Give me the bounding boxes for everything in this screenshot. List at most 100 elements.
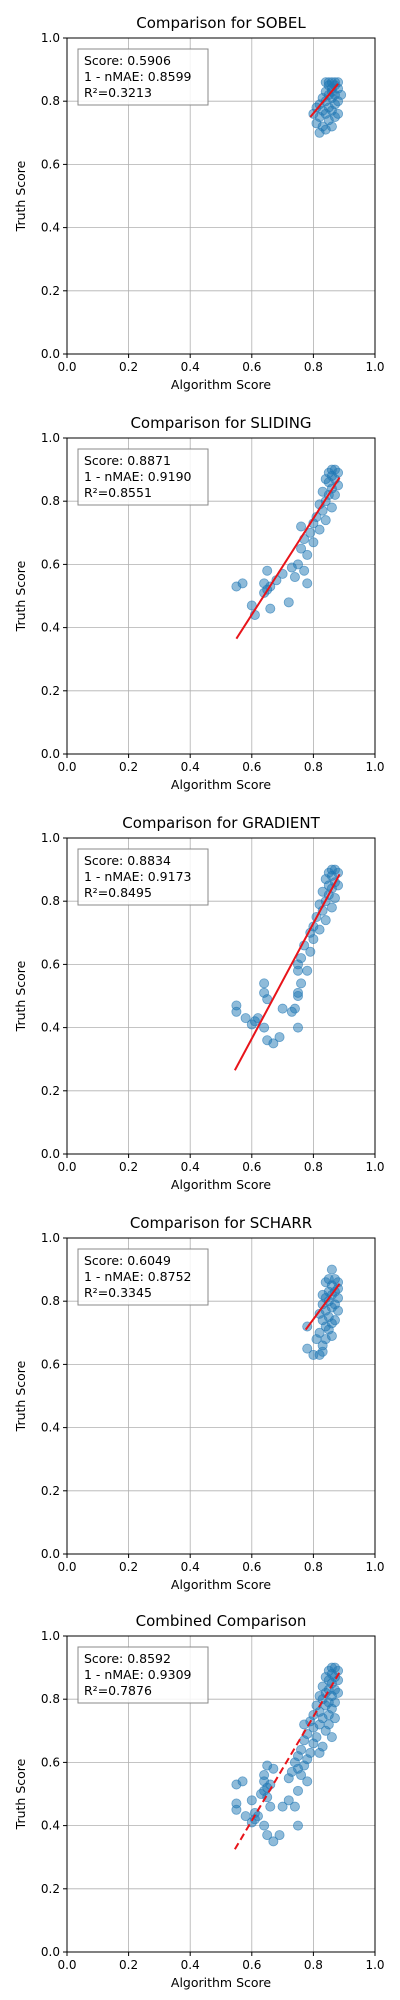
stats-box	[77, 448, 209, 506]
y-tick-label: 0.8	[41, 1692, 60, 1706]
data-point	[302, 965, 313, 976]
y-axis-label: Truth Score	[13, 1360, 28, 1432]
data-point	[329, 489, 340, 500]
y-tick-label: 1.0	[41, 1231, 60, 1245]
x-tick-label: 0.6	[242, 1160, 261, 1174]
y-tick-label: 0.0	[41, 1945, 60, 1959]
y-tick-label: 0.6	[41, 957, 60, 971]
x-tick-label: 0.6	[242, 360, 261, 374]
data-point	[305, 527, 316, 538]
data-point	[286, 562, 297, 573]
data-points	[231, 464, 344, 620]
data-point	[286, 1006, 297, 1017]
data-point	[277, 1003, 288, 1014]
x-tick-label: 0.2	[119, 760, 138, 774]
x-tick-label: 1.0	[365, 1958, 384, 1972]
data-point	[246, 1795, 257, 1806]
x-tick-label: 0.4	[181, 1958, 200, 1972]
x-tick-label: 0.2	[119, 1958, 138, 1972]
stats-line: R²=0.8551	[84, 485, 152, 500]
y-tick-label: 0.2	[41, 1882, 60, 1896]
y-tick-label: 0.8	[41, 1294, 60, 1308]
data-point	[326, 502, 337, 513]
x-tick-label: 0.8	[304, 760, 323, 774]
scatter-chart: 0.0 0.2 0.4 0.6 0.8 1.0 0.0 0.2 0.4 0.6 0.8 1.0 Comp…	[13, 814, 385, 1192]
x-tick-label: 1.0	[365, 1160, 384, 1174]
stats-line: 1 - nMAE: 0.8752	[84, 1269, 192, 1284]
x-tick-label: 0.4	[181, 360, 200, 374]
plot-frame	[66, 1237, 376, 1555]
stats-box	[77, 848, 209, 906]
data-point	[231, 1804, 242, 1815]
y-tick-label: 1.0	[41, 1629, 60, 1643]
x-tick-label: 1.0	[365, 360, 384, 374]
y-tick-label: 0.4	[41, 1021, 60, 1035]
data-point	[268, 1763, 279, 1774]
y-tick-label: 0.2	[41, 684, 60, 698]
data-point	[302, 1343, 313, 1354]
data-point	[283, 1795, 294, 1806]
y-tick-label: 0.4	[41, 621, 60, 635]
stats-line: Score: 0.6049	[84, 1253, 171, 1268]
data-point	[320, 515, 331, 526]
plot-frame	[66, 437, 376, 755]
fit-line	[233, 873, 341, 1071]
data-point	[299, 565, 310, 576]
x-axis-label: Algorithm Score	[171, 377, 272, 392]
plot-frame	[66, 837, 376, 1155]
data-points	[231, 1662, 344, 1847]
data-point	[259, 1820, 270, 1831]
x-tick-label: 0.2	[119, 360, 138, 374]
data-point	[299, 1719, 310, 1730]
fit-line	[309, 83, 339, 118]
chart-title: Comparison for SLIDING	[130, 414, 311, 432]
data-point	[314, 1747, 325, 1758]
data-point	[274, 1830, 285, 1841]
x-tick-label: 0.4	[181, 760, 200, 774]
x-tick-label: 0.0	[57, 360, 76, 374]
y-tick-label: 0.2	[41, 1484, 60, 1498]
y-axis-label: Truth Score	[13, 560, 28, 632]
scatter-chart: 0.0 0.2 0.4 0.6 0.8 1.0 0.0 0.2 0.4 0.6 0.8 1.0 Comb…	[13, 1612, 385, 1990]
stats-line: Score: 0.8871	[84, 453, 171, 468]
data-point	[292, 990, 303, 1001]
plot-frame	[66, 1635, 376, 1953]
y-tick-label: 0.6	[41, 157, 60, 171]
data-point	[292, 1820, 303, 1831]
data-point	[296, 521, 307, 532]
data-point	[326, 1732, 337, 1743]
data-point	[274, 1032, 285, 1043]
data-point	[329, 893, 340, 904]
data-point	[296, 543, 307, 554]
x-tick-label: 0.8	[304, 1958, 323, 1972]
x-tick-label: 1.0	[365, 1560, 384, 1574]
y-tick-label: 0.0	[41, 1147, 60, 1161]
chart-title: Comparison for SOBEL	[136, 14, 306, 32]
data-point	[259, 1022, 270, 1033]
x-axis-label: Algorithm Score	[171, 777, 272, 792]
data-point	[308, 1738, 319, 1749]
data-point	[314, 127, 325, 138]
fit-line	[304, 1283, 341, 1331]
data-point	[237, 578, 248, 589]
ticks: 0.0 0.2 0.4 0.6 0.8 1.0 0.0 0.2 0.4 0.6 0.8 1.0	[41, 1231, 385, 1574]
fit-line	[235, 476, 341, 640]
y-tick-label: 0.0	[41, 1547, 60, 1561]
x-tick-label: 0.0	[57, 1160, 76, 1174]
stats-box	[77, 48, 209, 106]
x-tick-label: 0.8	[304, 360, 323, 374]
x-tick-label: 0.0	[57, 760, 76, 774]
data-point	[311, 1334, 322, 1345]
data-point	[333, 1305, 344, 1316]
data-point	[292, 1022, 303, 1033]
data-point	[326, 1264, 337, 1275]
data-point	[305, 946, 316, 957]
x-tick-label: 0.6	[242, 1560, 261, 1574]
data-point	[268, 1836, 279, 1847]
x-tick-label: 1.0	[365, 760, 384, 774]
y-tick-label: 0.2	[41, 1084, 60, 1098]
data-points	[308, 77, 347, 138]
data-point	[314, 1349, 325, 1360]
data-point	[320, 915, 331, 926]
